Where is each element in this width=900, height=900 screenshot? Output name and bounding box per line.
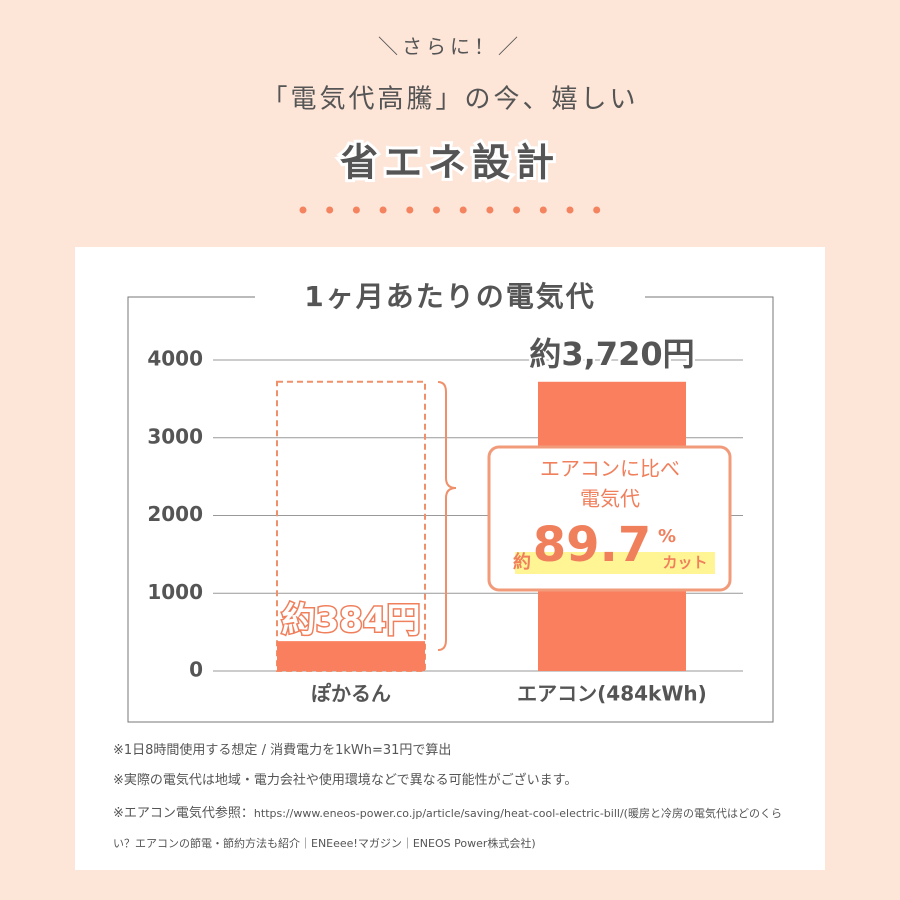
dot [513, 206, 521, 214]
value-label: 約384円 [282, 601, 421, 641]
dot [593, 206, 601, 214]
x-tick-label: エアコン(484kWh) [517, 682, 707, 706]
dot [539, 206, 547, 214]
bar [277, 641, 425, 671]
y-tick-label: 3000 [147, 424, 203, 448]
chart-title: 1ヶ月あたりの電気代 [304, 280, 595, 313]
dot [433, 206, 440, 214]
kicker: ＼さらに！／ [378, 35, 522, 59]
note: ※1日8時間使用する想定 / 消費電力を1kWh=31円で算出 [113, 743, 452, 758]
reference: ※エアコン電気代参照：https://www.eneos-power.co.jp… [113, 799, 793, 859]
dot [406, 206, 414, 214]
callout-value: 89.7 [533, 517, 651, 573]
reference-label: ※エアコン電気代参照： [113, 806, 254, 821]
dot [459, 206, 467, 214]
callout-prefix: 約 [513, 551, 531, 573]
dot [379, 206, 387, 214]
callout-line: エアコンに比べ [540, 457, 680, 481]
title-bg [255, 280, 645, 314]
y-tick-label: 0 [189, 658, 203, 682]
dot [566, 206, 574, 214]
brace [437, 381, 457, 651]
note: ※実際の電気代は地域・電力会社や使用環境などで異なる可能性がございます。 [113, 773, 578, 788]
dot [486, 206, 494, 214]
headline: 省エネ設計 [340, 141, 560, 185]
y-tick-label: 1000 [147, 580, 203, 604]
y-tick-label: 4000 [147, 347, 203, 371]
reference-text: https://www.eneos-power.co.jp/article/sa… [113, 807, 782, 850]
y-tick-label: 2000 [147, 502, 203, 526]
callout-unit: % [658, 526, 676, 547]
dot [299, 206, 307, 214]
x-tick-label: ぽかるん [311, 682, 391, 706]
dot [352, 206, 360, 214]
dots [299, 206, 601, 214]
value-label: 約3,720円 [529, 335, 694, 373]
lead: 「電気代高騰」の今、嬉しい [261, 85, 638, 115]
highlight [515, 552, 715, 574]
callout-suffix: カット [662, 554, 707, 572]
dot [326, 206, 334, 214]
callout-line: 電気代 [580, 487, 640, 511]
